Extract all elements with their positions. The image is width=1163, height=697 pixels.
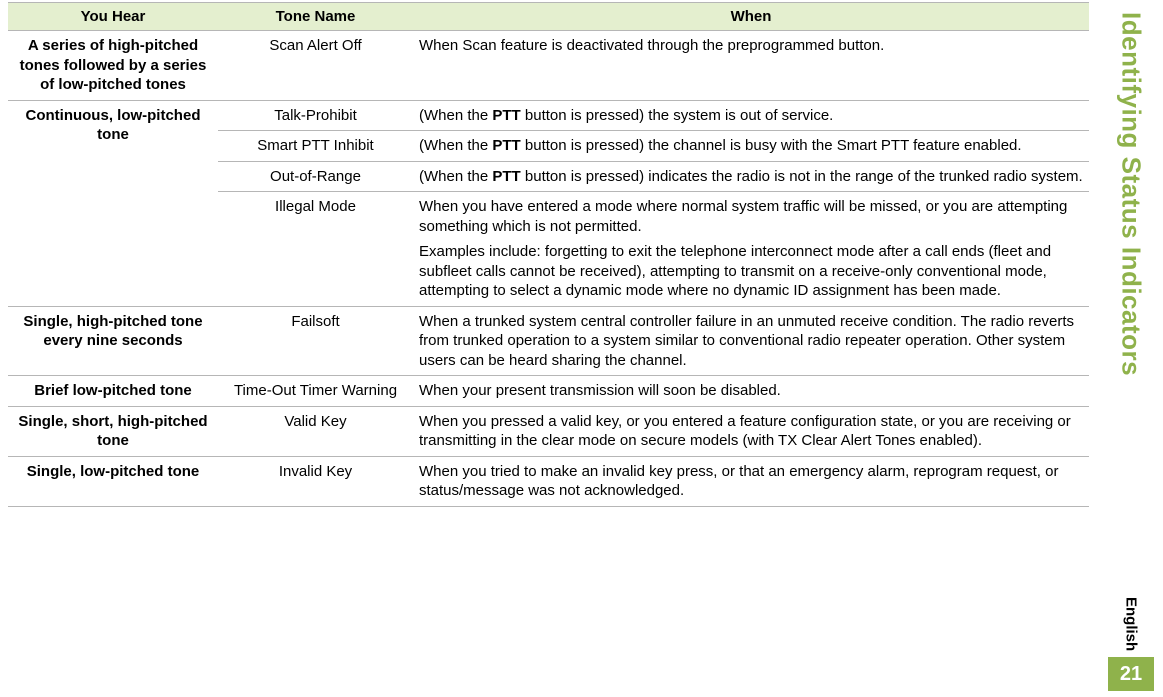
cell-you-hear: Brief low-pitched tone (8, 376, 218, 407)
when-text-post: button is pressed) the system is out of … (521, 107, 834, 124)
table-row: A series of high-pitched tones followed … (8, 31, 1089, 101)
cell-you-hear: Single, short, high-pitched tone (8, 406, 218, 456)
tones-table: You Hear Tone Name When A series of high… (8, 2, 1089, 507)
cell-when: When you pressed a valid key, or you ent… (413, 406, 1089, 456)
table-header-row: You Hear Tone Name When (8, 3, 1089, 31)
cell-tone-name: Out-of-Range (218, 161, 413, 192)
sidebar: Identifying Status Indicators English 21 (1099, 0, 1163, 697)
when-paragraph: When you have entered a mode where norma… (419, 197, 1083, 236)
when-text-pre: (When the (419, 137, 492, 154)
table-row: Continuous, low-pitched tone Talk-Prohib… (8, 100, 1089, 131)
cell-tone-name: Scan Alert Off (218, 31, 413, 101)
table-row: Single, low-pitched tone Invalid Key Whe… (8, 456, 1089, 506)
cell-tone-name: Illegal Mode (218, 192, 413, 307)
cell-tone-name: Time-Out Timer Warning (218, 376, 413, 407)
when-text-post: button is pressed) indicates the radio i… (521, 168, 1083, 185)
cell-you-hear: Continuous, low-pitched tone (8, 100, 218, 306)
cell-when: When Scan feature is deactivated through… (413, 31, 1089, 101)
cell-when: (When the PTT button is pressed) indicat… (413, 161, 1089, 192)
table-row: Brief low-pitched tone Time-Out Timer Wa… (8, 376, 1089, 407)
when-text-bold: PTT (492, 137, 520, 154)
cell-tone-name: Invalid Key (218, 456, 413, 506)
header-when: When (413, 3, 1089, 31)
section-title: Identifying Status Indicators (1116, 12, 1147, 376)
cell-when: (When the PTT button is pressed) the cha… (413, 131, 1089, 162)
when-text-post: button is pressed) the channel is busy w… (521, 137, 1022, 154)
table-row: Single, high-pitched tone every nine sec… (8, 306, 1089, 376)
cell-you-hear: Single, high-pitched tone every nine sec… (8, 306, 218, 376)
header-tone-name: Tone Name (218, 3, 413, 31)
page-root: You Hear Tone Name When A series of high… (0, 0, 1163, 697)
language-label: English (1123, 597, 1140, 651)
when-text-bold: PTT (492, 168, 520, 185)
cell-when: When your present transmission will soon… (413, 376, 1089, 407)
cell-you-hear: A series of high-pitched tones followed … (8, 31, 218, 101)
cell-when: When you tried to make an invalid key pr… (413, 456, 1089, 506)
cell-when: When a trunked system central controller… (413, 306, 1089, 376)
header-you-hear: You Hear (8, 3, 218, 31)
cell-when: When you have entered a mode where norma… (413, 192, 1089, 307)
cell-tone-name: Failsoft (218, 306, 413, 376)
cell-tone-name: Talk-Prohibit (218, 100, 413, 131)
when-text-pre: (When the (419, 107, 492, 124)
when-text-pre: (When the (419, 168, 492, 185)
table-row: Single, short, high-pitched tone Valid K… (8, 406, 1089, 456)
content-area: You Hear Tone Name When A series of high… (0, 0, 1099, 697)
cell-when: (When the PTT button is pressed) the sys… (413, 100, 1089, 131)
cell-tone-name: Valid Key (218, 406, 413, 456)
sidebar-footer: English 21 (1108, 597, 1154, 691)
when-paragraph: Examples include: forgetting to exit the… (419, 242, 1083, 301)
cell-you-hear: Single, low-pitched tone (8, 456, 218, 506)
cell-tone-name: Smart PTT Inhibit (218, 131, 413, 162)
page-number: 21 (1108, 657, 1154, 691)
when-text-bold: PTT (492, 107, 520, 124)
